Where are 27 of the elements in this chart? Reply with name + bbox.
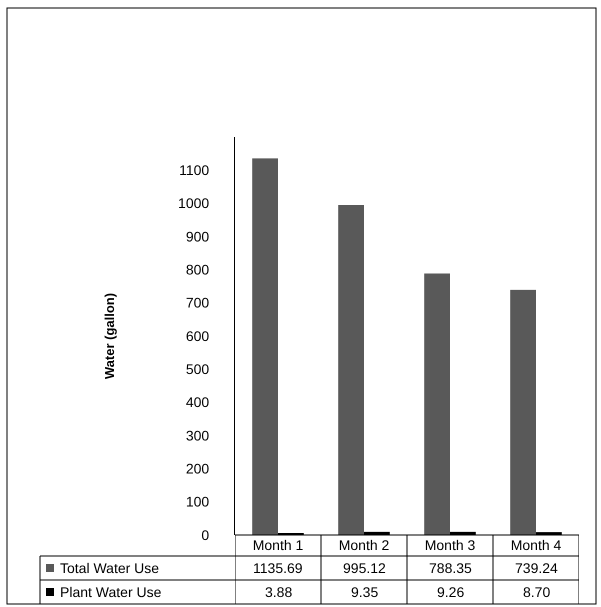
- y-tick-label: 1100: [179, 162, 210, 178]
- data-label: 739.24: [515, 560, 558, 576]
- x-tick-label: Month 4: [510, 537, 562, 553]
- x-tick-label: Month 1: [252, 537, 304, 553]
- data-label: 1135.69: [253, 560, 303, 576]
- y-tick-label: 800: [186, 262, 210, 278]
- y-tick-label: 700: [186, 294, 210, 311]
- data-label: 9.26: [437, 584, 464, 600]
- y-tick-label: 1000: [178, 195, 210, 212]
- data-label: 8.70: [523, 584, 550, 600]
- data-label: 995.12: [343, 560, 386, 576]
- y-tick-label: 600: [186, 328, 210, 344]
- x-tick-label: Month 2: [338, 537, 390, 553]
- y-tick-label: 500: [186, 361, 210, 378]
- data-label: 788.35: [429, 560, 472, 576]
- y-tick-label: 0: [201, 526, 210, 543]
- y-axis-title: Water (gallon): [102, 292, 117, 380]
- y-tick-label: 900: [186, 228, 210, 244]
- y-tick-label: 200: [186, 460, 210, 477]
- data-label: 9.35: [351, 584, 378, 600]
- y-tick-label: 400: [186, 394, 210, 410]
- data-label: 3.88: [265, 584, 292, 600]
- x-tick-label: Month 3: [424, 537, 476, 553]
- legend-label: Plant Water Use: [60, 584, 162, 600]
- y-tick-label: 300: [186, 427, 210, 444]
- y-tick-label: 100: [186, 494, 210, 510]
- legend-label: Total Water Use: [60, 560, 160, 576]
